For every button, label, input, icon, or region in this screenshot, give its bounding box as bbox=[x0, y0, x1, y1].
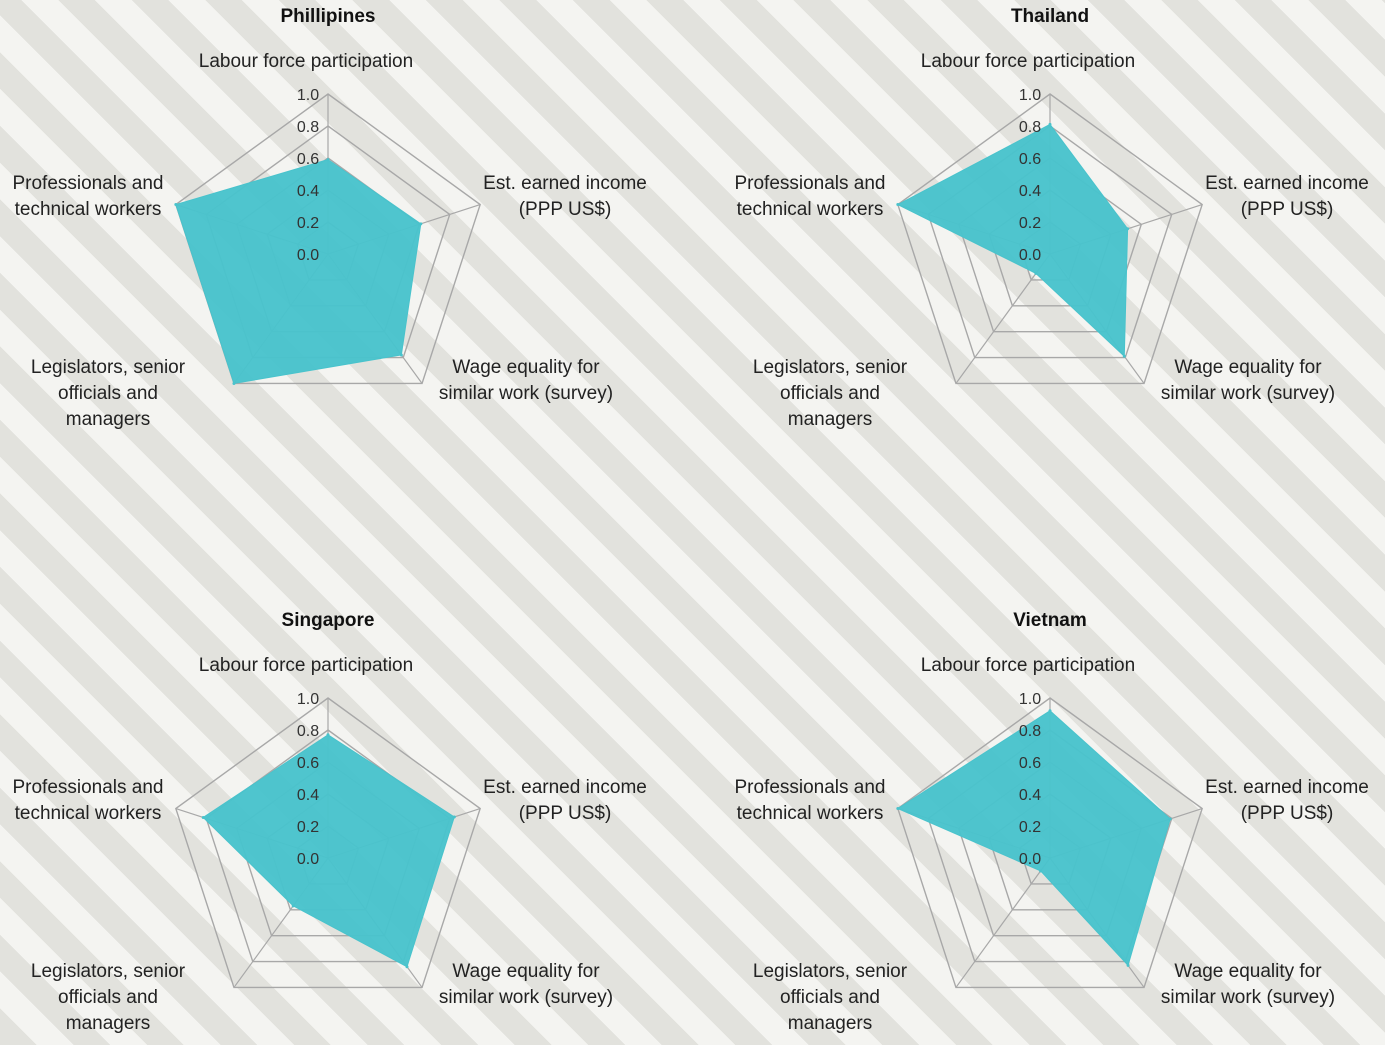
axis-label: Labour force participation bbox=[921, 51, 1135, 72]
grid-ring bbox=[897, 93, 1203, 385]
tick-label: 0.4 bbox=[1019, 183, 1041, 200]
data-point bbox=[896, 203, 900, 207]
tick-label: 1.0 bbox=[1019, 87, 1041, 104]
tick-label: 0.8 bbox=[297, 723, 319, 740]
axis-label: Est. earned income (PPP US$) bbox=[1205, 777, 1369, 824]
tick-label: 0.0 bbox=[1019, 851, 1041, 868]
data-point bbox=[232, 381, 236, 385]
axis-label: Wage equality for similar work (survey) bbox=[1161, 961, 1335, 1008]
axis-label: Wage equality for similar work (survey) bbox=[439, 961, 613, 1008]
chart-title: Thailand bbox=[1011, 6, 1089, 27]
data-point bbox=[1126, 963, 1130, 967]
axis-label: Legislators, senior officials and managers bbox=[753, 357, 908, 430]
data-point bbox=[1048, 709, 1052, 713]
data-area-phillipines bbox=[175, 159, 422, 385]
data-point bbox=[291, 904, 295, 908]
axis-label: Labour force participation bbox=[199, 51, 413, 72]
data-point bbox=[326, 733, 330, 737]
data-point bbox=[452, 815, 456, 819]
data-point bbox=[201, 815, 205, 819]
radar-panel-singapore: Singapore 0.0 0.2 0.4 0.6 0.8 1.0 Labour force … bbox=[12, 610, 646, 1034]
data-point bbox=[1122, 354, 1126, 358]
data-point bbox=[1039, 869, 1043, 873]
axis-label: Labour force participation bbox=[921, 655, 1135, 676]
axis-label: Professionals and technical workers bbox=[12, 173, 163, 220]
axis-label: Professionals and technical workers bbox=[734, 173, 885, 220]
data-point bbox=[326, 158, 330, 162]
data-area-singapore bbox=[202, 734, 455, 968]
axis-spoke bbox=[955, 253, 1051, 384]
tick-label: 0.8 bbox=[1019, 723, 1041, 740]
data-point bbox=[1126, 227, 1130, 231]
data-point bbox=[1048, 122, 1052, 126]
axis-label: Wage equality for similar work (survey) bbox=[439, 357, 613, 404]
axis-label: Professionals and technical workers bbox=[734, 777, 885, 824]
data-point bbox=[174, 203, 178, 207]
data-area-thailand bbox=[896, 123, 1129, 358]
chart-title: Singapore bbox=[282, 610, 375, 631]
radar-panel-vietnam: Vietnam 0.0 0.2 0.4 0.6 0.8 1.0 Labour force pa… bbox=[734, 610, 1368, 1034]
axis-label: Legislators, senior officials and managers bbox=[31, 357, 186, 430]
data-point bbox=[399, 353, 403, 357]
tick-label: 1.0 bbox=[297, 87, 319, 104]
radar-panel-phillipines: Phillipines 0.0 0.2 0.4 0.6 0.8 1.0 Labour forc… bbox=[12, 6, 646, 430]
tick-label: 0.4 bbox=[297, 787, 319, 804]
data-point bbox=[405, 965, 409, 969]
grid-ring bbox=[175, 93, 481, 385]
tick-label: 0.2 bbox=[1019, 215, 1041, 232]
tick-label: 1.0 bbox=[297, 691, 319, 708]
tick-label: 1.0 bbox=[1019, 691, 1041, 708]
tick-label: 0.4 bbox=[297, 183, 319, 200]
tick-label: 0.6 bbox=[1019, 151, 1041, 168]
axis-label: Labour force participation bbox=[199, 655, 413, 676]
tick-label: 0.0 bbox=[297, 247, 319, 264]
data-point bbox=[896, 807, 900, 811]
tick-label: 0.8 bbox=[297, 119, 319, 136]
grid-ring bbox=[897, 697, 1203, 989]
axis-label: Wage equality for similar work (survey) bbox=[1161, 357, 1335, 404]
data-area-vietnam bbox=[896, 710, 1171, 967]
axis-label: Legislators, senior officials and managers bbox=[753, 961, 908, 1034]
axis-label: Est. earned income (PPP US$) bbox=[1205, 173, 1369, 220]
tick-label: 0.2 bbox=[1019, 819, 1041, 836]
tick-label: 0.0 bbox=[1019, 247, 1041, 264]
axis-spoke bbox=[955, 857, 1051, 988]
radar-panel-thailand: Thailand 0.0 0.2 0.4 0.6 0.8 1.0 Labour force p… bbox=[734, 6, 1368, 430]
data-point bbox=[1168, 817, 1172, 821]
axis-label: Legislators, senior officials and managers bbox=[31, 961, 186, 1034]
tick-label: 0.0 bbox=[297, 851, 319, 868]
tick-label: 0.6 bbox=[1019, 755, 1041, 772]
grid-ring bbox=[175, 697, 481, 989]
tick-label: 0.8 bbox=[1019, 119, 1041, 136]
tick-label: 0.6 bbox=[297, 151, 319, 168]
tick-label: 0.2 bbox=[297, 819, 319, 836]
axis-label: Professionals and technical workers bbox=[12, 777, 163, 824]
axis-label: Est. earned income (PPP US$) bbox=[483, 173, 647, 220]
tick-label: 0.6 bbox=[297, 755, 319, 772]
chart-title: Vietnam bbox=[1013, 610, 1087, 631]
data-point bbox=[1034, 271, 1038, 275]
tick-label: 0.2 bbox=[297, 215, 319, 232]
chart-title: Phillipines bbox=[280, 6, 375, 27]
tick-label: 0.4 bbox=[1019, 787, 1041, 804]
data-point bbox=[419, 222, 423, 226]
axis-label: Est. earned income (PPP US$) bbox=[483, 777, 647, 824]
